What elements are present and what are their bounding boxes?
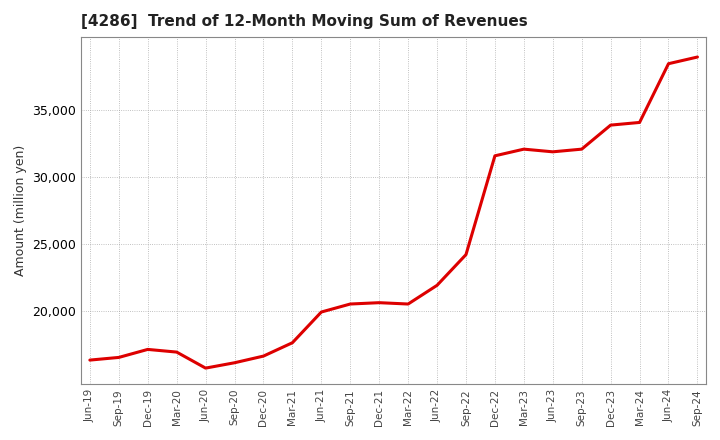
Text: [4286]  Trend of 12-Month Moving Sum of Revenues: [4286] Trend of 12-Month Moving Sum of R… — [81, 14, 528, 29]
Y-axis label: Amount (million yen): Amount (million yen) — [14, 145, 27, 276]
